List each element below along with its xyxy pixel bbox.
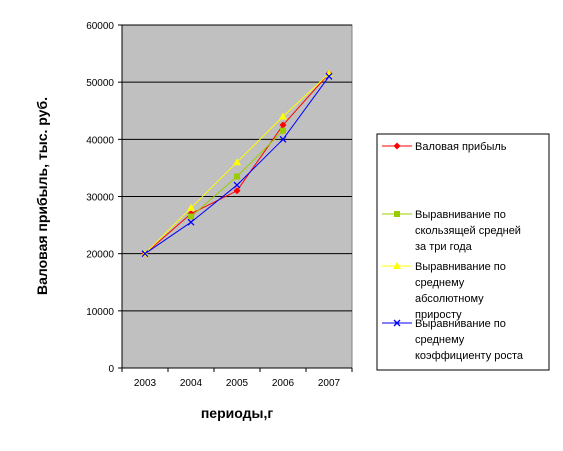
legend-label: скользящей средней: [415, 225, 521, 237]
marker-square: [394, 211, 400, 217]
y-tick-label: 60000: [86, 21, 114, 32]
marker-square: [188, 213, 194, 220]
y-tick-label: 0: [108, 364, 114, 375]
legend-label: за три года: [415, 241, 473, 253]
x-axis-title: периоды,г: [201, 405, 274, 421]
legend-label: абсолютному: [415, 293, 484, 305]
marker-square: [234, 173, 240, 180]
x-tick-label: 2005: [226, 378, 249, 389]
legend-label: коэффициенту роста: [415, 350, 524, 362]
marker-diamond: [393, 142, 401, 150]
marker-x: [279, 135, 287, 143]
x-tick-label: 2003: [134, 378, 157, 389]
y-axis-title: Валовая прибыль, тыс. руб.: [34, 97, 50, 295]
y-tick-label: 40000: [86, 135, 114, 146]
data-markers: [141, 69, 333, 258]
marker-triangle: [233, 158, 241, 166]
x-tick-label: 2006: [272, 378, 295, 389]
legend: Валовая прибыль Выравнивание по скользящей…: [382, 141, 524, 362]
marker-triangle: [393, 262, 401, 269]
marker-x: [393, 319, 401, 327]
marker-x: [325, 72, 333, 80]
y-tick-label: 10000: [86, 307, 114, 318]
legend-label: Выравнивание по: [415, 318, 506, 330]
gridlines: [122, 24, 352, 312]
marker-x: [187, 218, 195, 226]
marker-x: [141, 250, 149, 258]
legend-label: Выравнивание по: [415, 261, 506, 273]
marker-diamond: [279, 121, 287, 129]
y-tick-label: 50000: [86, 78, 114, 89]
legend-label: Валовая прибыль: [415, 141, 507, 153]
legend-label: приросту: [415, 309, 462, 321]
marker-diamond: [233, 187, 241, 195]
x-tick-label: 2004: [180, 378, 203, 389]
legend-label: Выравнивание по: [415, 209, 506, 221]
legend-box: [376, 133, 550, 371]
axes: 0 10000 20000 30000 40000 50000 60000 2003 2004 2…: [86, 21, 353, 389]
marker-square: [280, 127, 286, 134]
legend-label: среднему: [415, 277, 465, 289]
x-tick-label: 2007: [318, 378, 341, 389]
y-tick-label: 30000: [86, 193, 114, 204]
y-tick-label: 20000: [86, 250, 114, 261]
legend-label: среднему: [415, 334, 465, 346]
marker-triangle: [187, 203, 195, 211]
marker-triangle: [279, 112, 287, 120]
marker-x: [233, 181, 241, 189]
